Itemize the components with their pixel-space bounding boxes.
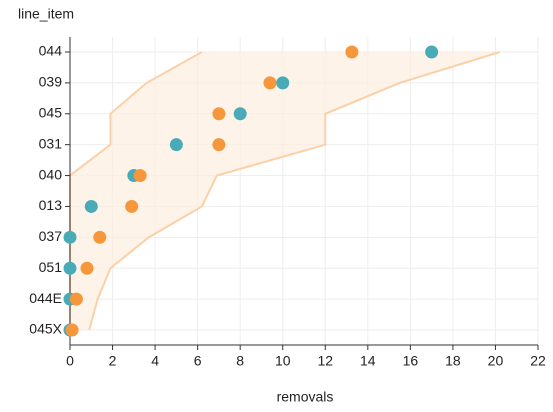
dot xyxy=(93,230,107,244)
dot xyxy=(80,261,94,275)
y-tick-label: 051 xyxy=(39,259,63,275)
y-tick-label: 040 xyxy=(39,166,63,182)
y-tick-label: 013 xyxy=(39,197,63,213)
x-axis-title: removals xyxy=(277,389,334,405)
dot xyxy=(63,230,77,244)
dot xyxy=(169,138,183,152)
x-tick-label: 12 xyxy=(317,353,333,369)
band-area xyxy=(70,52,500,330)
y-tick-label: 045X xyxy=(29,321,62,337)
y-tick-label: 039 xyxy=(39,74,63,90)
dot xyxy=(133,169,147,183)
dot xyxy=(276,76,290,90)
dot xyxy=(425,45,439,59)
dot xyxy=(84,199,98,213)
x-tick-label: 20 xyxy=(488,353,504,369)
dot xyxy=(125,199,139,213)
y-tick-label: 037 xyxy=(39,228,63,244)
y-tick-label: 045 xyxy=(39,104,63,120)
dot xyxy=(63,261,77,275)
x-tick-label: 6 xyxy=(194,353,202,369)
x-tick-label: 18 xyxy=(445,353,461,369)
x-tick-label: 16 xyxy=(403,353,419,369)
x-tick-label: 2 xyxy=(109,353,117,369)
x-tick-label: 4 xyxy=(151,353,159,369)
dot xyxy=(65,323,79,337)
dot xyxy=(263,76,277,90)
y-tick-label: 031 xyxy=(39,135,63,151)
x-tick-label: 10 xyxy=(275,353,291,369)
dot xyxy=(233,107,247,121)
dot xyxy=(212,138,226,152)
x-tick-label: 14 xyxy=(360,353,376,369)
y-axis-title: line_item xyxy=(18,6,74,22)
y-tick-label: 044 xyxy=(39,43,63,59)
x-tick-label: 8 xyxy=(236,353,244,369)
dot xyxy=(69,292,83,306)
x-tick-label: 0 xyxy=(66,353,74,369)
band-edge xyxy=(88,51,501,331)
x-tick-label: 22 xyxy=(530,353,546,369)
dot xyxy=(212,107,226,121)
y-tick-label: 044E xyxy=(29,290,62,306)
dot xyxy=(345,45,359,59)
